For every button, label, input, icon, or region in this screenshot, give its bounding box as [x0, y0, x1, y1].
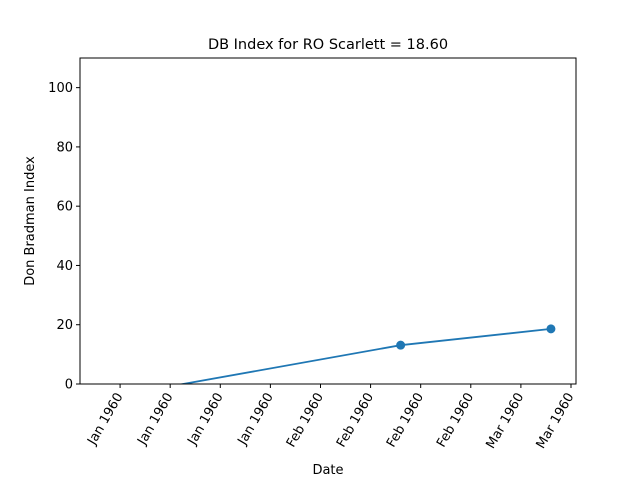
y-tick-label: 80 [56, 140, 73, 155]
y-tick-label: 0 [65, 378, 73, 393]
data-point [396, 340, 406, 350]
chart-title: DB Index for RO Scarlett = 18.60 [208, 37, 448, 53]
y-axis: 0 20 40 60 80 100 [48, 81, 80, 393]
y-tick-label: 100 [48, 81, 73, 96]
y-tick-label: 20 [56, 318, 73, 333]
series-layer [178, 324, 556, 384]
y-axis-label: Don Bradman Index [23, 156, 38, 286]
x-axis-label: Date [312, 463, 343, 478]
y-tick-label: 40 [56, 259, 73, 274]
data-point [546, 324, 556, 334]
y-tick-label: 60 [56, 200, 73, 215]
plot-frame [79, 57, 577, 385]
plot-area [80, 58, 576, 384]
